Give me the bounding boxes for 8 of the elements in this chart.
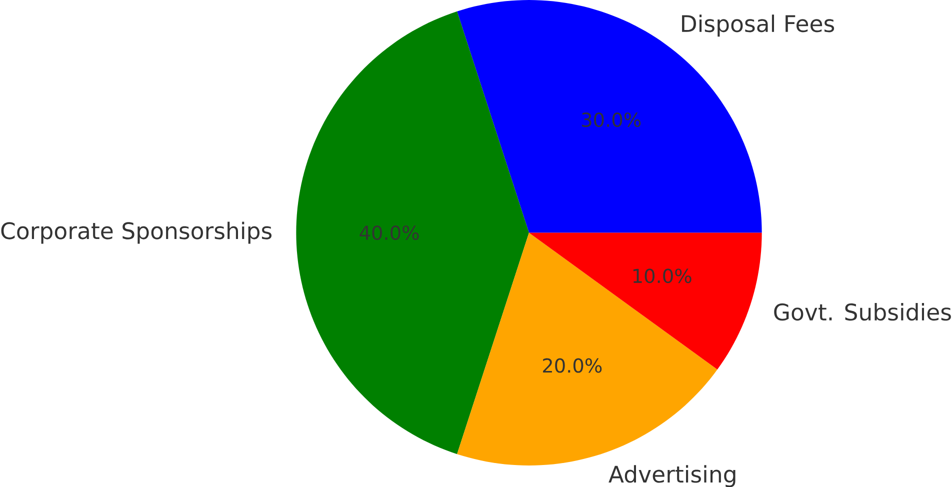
slice-label: Disposal Fees [682, 14, 834, 37]
data-label: 40.0% [360, 225, 419, 240]
slice-label: Govt. Subsidies [774, 302, 951, 321]
slice-label: Advertising [608, 465, 736, 487]
slice-label: Corporate Sponsorships [1, 222, 272, 244]
data-label: 30.0% [582, 112, 641, 127]
data-label: 20.0% [543, 358, 602, 373]
data-label: 10.0% [633, 268, 692, 284]
